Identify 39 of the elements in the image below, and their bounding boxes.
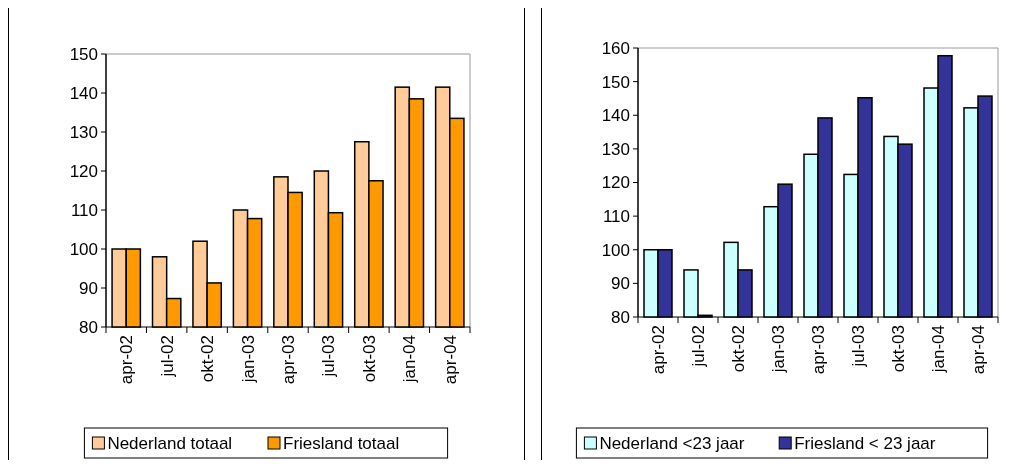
x-tick-label: jul-02 bbox=[157, 335, 177, 378]
x-tick-label: apr-02 bbox=[117, 335, 137, 385]
y-tick-label: 100 bbox=[601, 240, 630, 260]
x-tick-label: jul-02 bbox=[688, 325, 708, 368]
y-tick-label: 150 bbox=[601, 72, 630, 92]
x-tick-label: apr-04 bbox=[440, 335, 460, 385]
x-tick-label: okt-02 bbox=[728, 325, 748, 373]
y-tick-label: 140 bbox=[69, 83, 98, 103]
y-tick-label: 130 bbox=[69, 122, 98, 142]
legend-label: Nederland <23 jaar bbox=[599, 433, 745, 453]
y-tick-label: 90 bbox=[79, 278, 98, 298]
x-tick-label: apr-02 bbox=[648, 325, 668, 375]
y-tick-label: 130 bbox=[601, 139, 630, 159]
y-tick-label: 120 bbox=[69, 161, 98, 181]
x-tick-label: apr-04 bbox=[968, 325, 988, 375]
y-tick-label: 120 bbox=[601, 173, 630, 193]
x-tick-label: jul-03 bbox=[319, 335, 339, 378]
x-tick-label: apr-03 bbox=[278, 335, 298, 385]
y-tick-label: 160 bbox=[601, 38, 630, 58]
legend-label: Friesland < 23 jaar bbox=[794, 433, 936, 453]
x-tick-label: okt-03 bbox=[888, 325, 908, 373]
y-tick-label: 110 bbox=[602, 207, 630, 227]
x-tick-label: okt-02 bbox=[198, 335, 218, 383]
y-tick-label: 100 bbox=[69, 239, 98, 259]
y-tick-label: 110 bbox=[70, 200, 98, 220]
x-tick-label: jan-03 bbox=[768, 325, 788, 374]
x-tick-label: okt-03 bbox=[359, 335, 379, 383]
x-tick-label: jan-03 bbox=[238, 335, 258, 384]
y-tick-label: 80 bbox=[611, 307, 630, 327]
x-tick-label: apr-03 bbox=[808, 325, 828, 375]
legend-label: Friesland totaal bbox=[283, 433, 400, 453]
y-tick-label: 80 bbox=[79, 317, 98, 337]
x-tick-label: jan-04 bbox=[928, 325, 948, 374]
y-tick-label: 150 bbox=[69, 44, 98, 64]
x-tick-label: jul-03 bbox=[848, 325, 868, 368]
y-tick-label: 90 bbox=[611, 274, 630, 294]
x-tick-label: jan-04 bbox=[400, 335, 420, 384]
y-tick-label: 140 bbox=[601, 106, 630, 126]
legend-label: Nederland totaal bbox=[107, 433, 233, 453]
